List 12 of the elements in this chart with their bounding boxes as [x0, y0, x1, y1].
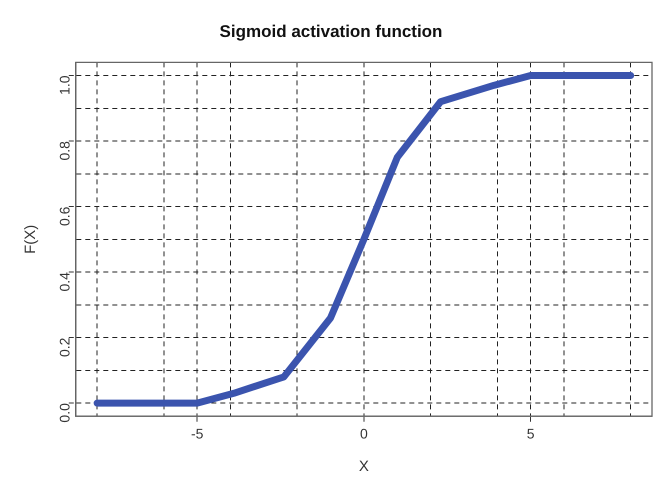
y-tick-label: 0.4	[56, 272, 73, 292]
y-tick-label: 0.2	[56, 337, 73, 358]
x-axis-title: X	[358, 458, 369, 476]
y-tick-label: 1.0	[56, 75, 73, 95]
y-tick-label: 0.0	[56, 402, 73, 423]
x-tick-label: -5	[190, 425, 204, 442]
y-axis-title: F(X)	[22, 224, 40, 254]
chart-title: Sigmoid activation function	[220, 22, 442, 41]
y-tick-label: 0.8	[56, 140, 73, 160]
x-tick-label: 5	[526, 425, 535, 442]
y-tick-label: 0.6	[56, 206, 73, 226]
x-tick-label: 0	[360, 425, 368, 442]
